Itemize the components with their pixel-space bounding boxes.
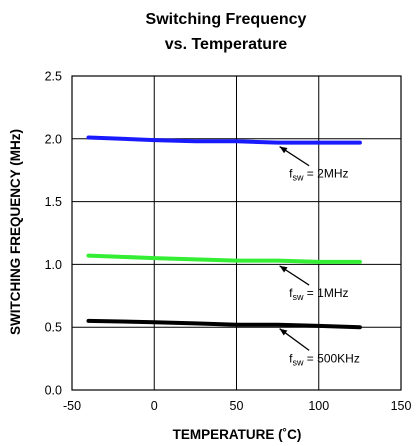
annotation-label: fsw = 500KHz	[289, 351, 360, 367]
annotation-label: fsw = 2MHz	[289, 167, 348, 183]
x-tick-label: 100	[308, 399, 329, 413]
annotation-arrowhead	[279, 265, 288, 273]
y-axis-label: SWITCHING FREQUENCY (MHz)	[8, 129, 23, 335]
y-tick-labels: 0.0 0.5 1.0 1.5 2.0 2.5	[45, 70, 62, 398]
annotation-arrowhead	[279, 328, 288, 336]
y-tick-label: 2.0	[45, 132, 62, 146]
series-line-0	[86, 135, 362, 145]
y-tick-label: 2.5	[45, 70, 62, 84]
grid-lines	[72, 76, 401, 390]
y-tick-label: 0.0	[45, 384, 62, 398]
x-tick-label: 150	[391, 399, 412, 413]
y-tick-label: 1.0	[45, 258, 62, 272]
data-series	[86, 135, 362, 330]
y-tick-label: 1.5	[45, 195, 62, 209]
x-axis-label: TEMPERATURE (˚C)	[173, 427, 302, 442]
x-tick-label: 50	[230, 399, 244, 413]
x-tick-label: 0	[151, 399, 158, 413]
plot-border	[71, 75, 402, 391]
series-line-2	[86, 318, 362, 330]
y-tick-label: 0.5	[45, 321, 62, 335]
annotation-arrowhead	[279, 146, 288, 154]
chart-title-line-2: vs. Temperature	[165, 36, 288, 53]
series-line-1	[86, 253, 362, 264]
x-tick-labels: -50 0 50 100 150	[63, 399, 412, 413]
chart-title-line-1: Switching Frequency	[146, 11, 307, 28]
annotation-label: fsw = 1MHz	[289, 286, 348, 302]
series-annotations: fsw = 2MHz fsw = 1MHz fsw = 500KHz	[279, 146, 360, 367]
plot-frame	[71, 75, 402, 391]
x-tick-label: -50	[63, 399, 81, 413]
